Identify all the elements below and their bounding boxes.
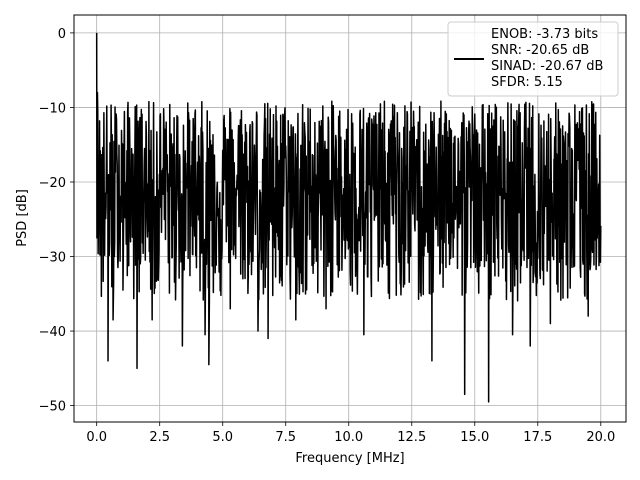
y-tick-label: −50 [39, 400, 66, 415]
y-tick-label: −30 [39, 251, 66, 266]
x-tick-label: 7.5 [275, 430, 296, 445]
legend-text-sinad: SINAD: -20.67 dB [491, 59, 603, 74]
legend-box [447, 21, 619, 97]
x-tick-label: 0.0 [86, 430, 107, 445]
y-tick-label: −20 [39, 176, 66, 191]
y-tick-label: −10 [39, 101, 66, 116]
x-tick-label: 17.5 [523, 430, 552, 445]
legend-text-sfdr: SFDR: 5.15 [491, 75, 563, 90]
x-tick-label: 20.0 [586, 430, 615, 445]
legend-text-enob: ENOB: -3.73 bits [491, 27, 598, 42]
x-tick-label: 5.0 [212, 430, 233, 445]
legend-text-snr: SNR: -20.65 dB [491, 43, 589, 58]
x-tick-label: 15.0 [460, 430, 489, 445]
psd-series-line [95, 32, 602, 403]
x-tick-label: 10.0 [334, 430, 363, 445]
y-tick-label: 0 [58, 27, 66, 42]
plot-frame [73, 14, 627, 423]
x-tick-label: 12.5 [397, 430, 426, 445]
y-axis-label: PSD [dB] [15, 189, 30, 247]
x-tick-label: 2.5 [149, 430, 170, 445]
x-axis-ticks: 0.0 2.5 5.0 7.5 10.0 12.5 15.0 17.5 20.0 [86, 422, 615, 445]
y-tick-label: −40 [39, 325, 66, 340]
legend: ENOB: -3.73 bits SNR: -20.65 dB SINAD: -… [447, 21, 619, 97]
y-axis-ticks: 0 −10 −20 −30 −40 −50 [39, 27, 74, 415]
x-axis-label: Frequency [MHz] [295, 451, 404, 466]
psd-line-group [95, 32, 602, 403]
